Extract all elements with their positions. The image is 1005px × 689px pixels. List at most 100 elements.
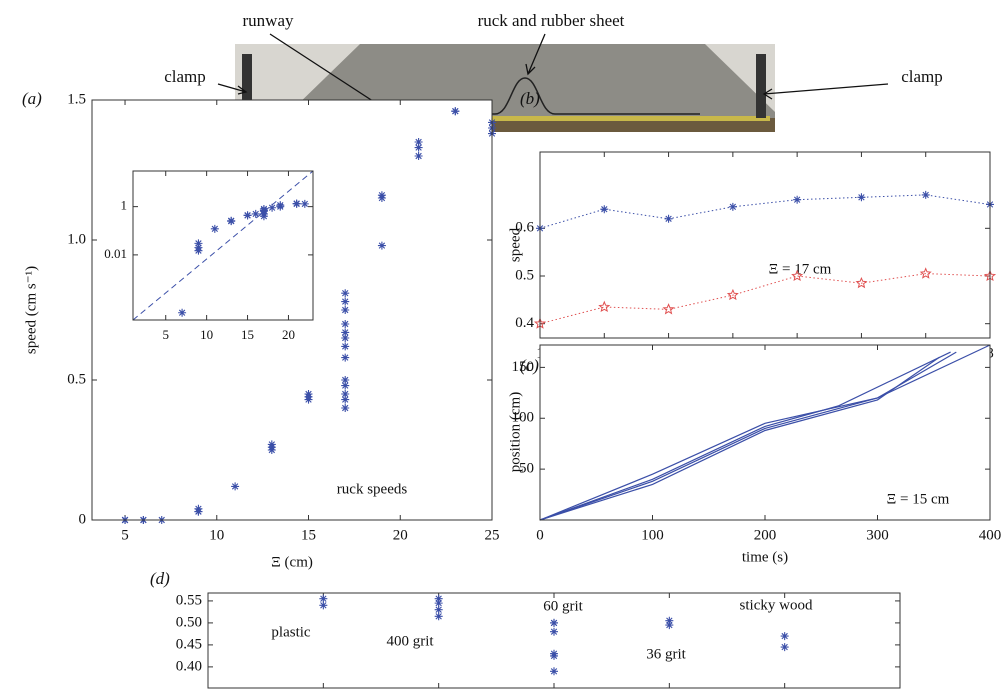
photo-clamp <box>242 54 252 118</box>
data-line <box>539 351 951 521</box>
data-point <box>243 211 252 220</box>
photo-runway <box>340 116 770 121</box>
data-point <box>377 191 386 200</box>
data-point <box>414 152 423 160</box>
x-tick-label: 15 <box>241 327 254 342</box>
photo-label: clamp <box>901 67 943 86</box>
x-tick-label: 20 <box>282 327 295 342</box>
y-tick-label: 0.40 <box>176 658 202 674</box>
data-point <box>726 288 739 301</box>
data-point <box>857 193 866 202</box>
x-tick-label: 200 <box>754 527 777 543</box>
data-point <box>414 138 423 146</box>
data-point <box>600 205 609 214</box>
data-point <box>780 643 789 652</box>
axes-frame <box>91 99 493 521</box>
x-axis-label: Ξ (cm) <box>271 554 313 570</box>
y-tick-label: 0.50 <box>176 614 202 630</box>
y-tick-label: 50 <box>519 461 534 477</box>
data-point <box>259 206 268 215</box>
data-point <box>414 143 423 152</box>
data-point <box>791 269 804 282</box>
y-tick-label: 0.5 <box>67 371 86 387</box>
chart-panel: 0.40.50.612345678(b)launch numberspeedΞ … <box>507 89 997 381</box>
data-point <box>194 246 203 255</box>
data-point <box>341 328 350 337</box>
y-tick-label: 0.45 <box>176 636 202 652</box>
data-point <box>780 632 789 641</box>
x-tick-label: 20 <box>393 527 408 543</box>
data-point <box>341 342 350 351</box>
data-point <box>434 594 443 603</box>
annotation: Ξ = 17 cm <box>769 261 832 277</box>
y-tick-label: 1.0 <box>67 231 86 247</box>
data-point <box>550 667 558 676</box>
panel-label: (c) <box>520 356 539 375</box>
photo-label: runway <box>243 11 294 30</box>
data-point <box>728 202 737 211</box>
data-point <box>434 599 443 608</box>
panel-label: (a) <box>22 89 42 108</box>
y-tick-label: 0 <box>79 511 87 527</box>
chart-panel: 0.40 0.45 0.50 0.55 (d) plastic 400 grit 60 gri… <box>150 569 901 689</box>
y-tick-label: 150 <box>512 359 535 375</box>
data-point <box>598 300 611 313</box>
photo-ruck <box>360 77 700 115</box>
data-point <box>319 601 328 610</box>
x-tick-label: 15 <box>301 527 316 543</box>
data-line <box>539 273 991 325</box>
data-point <box>304 390 313 398</box>
data-point <box>341 381 350 390</box>
data-point <box>267 440 276 449</box>
x-tick-label: 5 <box>121 527 129 543</box>
data-point <box>341 334 350 342</box>
y-tick-label: 0.55 <box>176 592 202 608</box>
data-point <box>341 289 350 298</box>
data-point <box>292 199 301 208</box>
data-point <box>319 594 328 603</box>
data-point <box>550 651 558 660</box>
x-tick-label: 400 <box>979 527 1002 543</box>
data-point <box>300 199 309 208</box>
data-point <box>231 482 240 491</box>
y-tick-label: 0.6 <box>515 220 534 236</box>
data-point <box>434 612 443 621</box>
axes-frame <box>207 592 901 689</box>
data-line <box>539 351 957 521</box>
data-point <box>341 395 350 404</box>
data-line <box>539 356 940 521</box>
data-point <box>664 214 673 223</box>
x-tick-label: 300 <box>866 527 889 543</box>
data-point <box>919 267 932 279</box>
axes-frame <box>132 170 314 321</box>
data-line <box>132 170 314 321</box>
data-point <box>665 621 674 630</box>
y-axis-label: speed <box>507 227 523 262</box>
data-point <box>662 303 675 315</box>
data-point <box>377 241 386 250</box>
data-point <box>341 390 350 398</box>
chart-panel: 00.51.01.55 10 15 20 25(a)Ξ (cm)speed (cm s⁻… <box>22 89 500 571</box>
data-point <box>341 306 350 314</box>
axes-frame <box>539 344 991 521</box>
panel-label: (b) <box>520 89 540 108</box>
chart-panel: 50 100 150 0 100 200 300 400 (c) time (s) position… <box>507 344 1002 565</box>
data-point <box>276 201 285 210</box>
data-point <box>550 618 558 627</box>
data-point <box>210 224 219 233</box>
category-label: sticky wood <box>740 597 813 613</box>
axes-frame <box>539 151 991 339</box>
data-point <box>341 404 350 412</box>
y-axis-label: position (cm) <box>507 392 523 472</box>
x-tick-label: 5 <box>162 327 169 342</box>
data-point <box>341 376 350 384</box>
data-point <box>194 507 203 516</box>
panel-label: (d) <box>150 569 170 588</box>
category-label: plastic <box>271 624 310 640</box>
category-label: 400 grit <box>386 633 434 649</box>
y-tick-label: 100 <box>512 410 535 426</box>
y-tick-label: 1.5 <box>67 91 86 107</box>
category-label: 36 grit <box>646 646 686 662</box>
